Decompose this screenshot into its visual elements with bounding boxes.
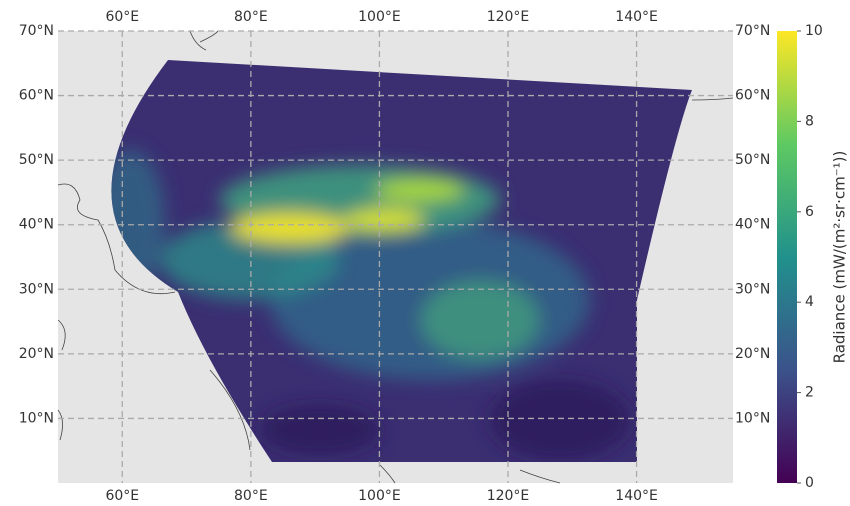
y-tick-label: 20°N: [19, 346, 54, 362]
y-tick-label: 60°N: [19, 88, 54, 104]
y-tick-label: 70°N: [735, 23, 770, 39]
colorbar: [777, 31, 797, 483]
x-tick-label: 100°E: [358, 9, 401, 25]
colorbar-tick-label: 0: [805, 475, 814, 491]
x-tick-label: 120°E: [487, 488, 530, 504]
x-tick-label: 100°E: [358, 488, 401, 504]
y-tick-label: 30°N: [735, 281, 770, 297]
y-tick-label: 10°N: [19, 410, 54, 426]
x-tick-label: 60°E: [105, 9, 139, 25]
colorbar-tick-label: 6: [805, 204, 814, 220]
colorbar-tick-label: 4: [805, 294, 814, 310]
colorbar-tick-label: 8: [805, 113, 814, 129]
coastlines: [57, 30, 734, 484]
x-tick-label: 60°E: [105, 488, 139, 504]
colorbar-tick-label: 2: [805, 385, 814, 401]
y-tick-label: 40°N: [735, 217, 770, 233]
x-tick-label: 140°E: [615, 9, 658, 25]
y-tick-label: 30°N: [19, 281, 54, 297]
y-tick-label: 10°N: [735, 410, 770, 426]
x-tick-label: 120°E: [487, 9, 530, 25]
x-tick-label: 80°E: [234, 488, 268, 504]
x-tick-label: 140°E: [615, 488, 658, 504]
colorbar-tick-label: 10: [805, 23, 823, 39]
y-tick-label: 20°N: [735, 346, 770, 362]
grid: [58, 30, 733, 483]
y-tick-label: 40°N: [19, 217, 54, 233]
y-tick-label: 50°N: [19, 152, 54, 168]
y-tick-label: 70°N: [19, 23, 54, 39]
y-tick-label: 60°N: [735, 88, 770, 104]
colorbar-label: Radiance (mW/(m²·sr·cm⁻¹)): [831, 151, 849, 364]
y-tick-label: 50°N: [735, 152, 770, 168]
x-tick-label: 80°E: [234, 9, 268, 25]
tick-labels: 60°E 60°E 80°E 80°E 100°E 100°E 120°E 120°E 140°…: [19, 9, 771, 504]
